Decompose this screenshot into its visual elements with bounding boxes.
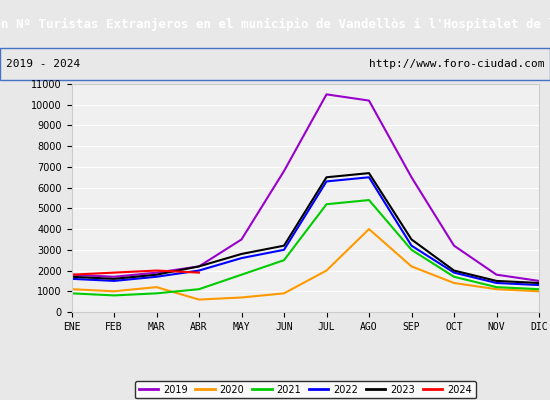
Text: 2019 - 2024: 2019 - 2024 — [6, 59, 80, 69]
Legend: 2019, 2020, 2021, 2022, 2023, 2024: 2019, 2020, 2021, 2022, 2023, 2024 — [135, 381, 476, 398]
Text: Evolucion Nº Turistas Extranjeros en el municipio de Vandellòs i l'Hospitalet de: Evolucion Nº Turistas Extranjeros en el … — [0, 18, 550, 30]
Text: http://www.foro-ciudad.com: http://www.foro-ciudad.com — [369, 59, 544, 69]
